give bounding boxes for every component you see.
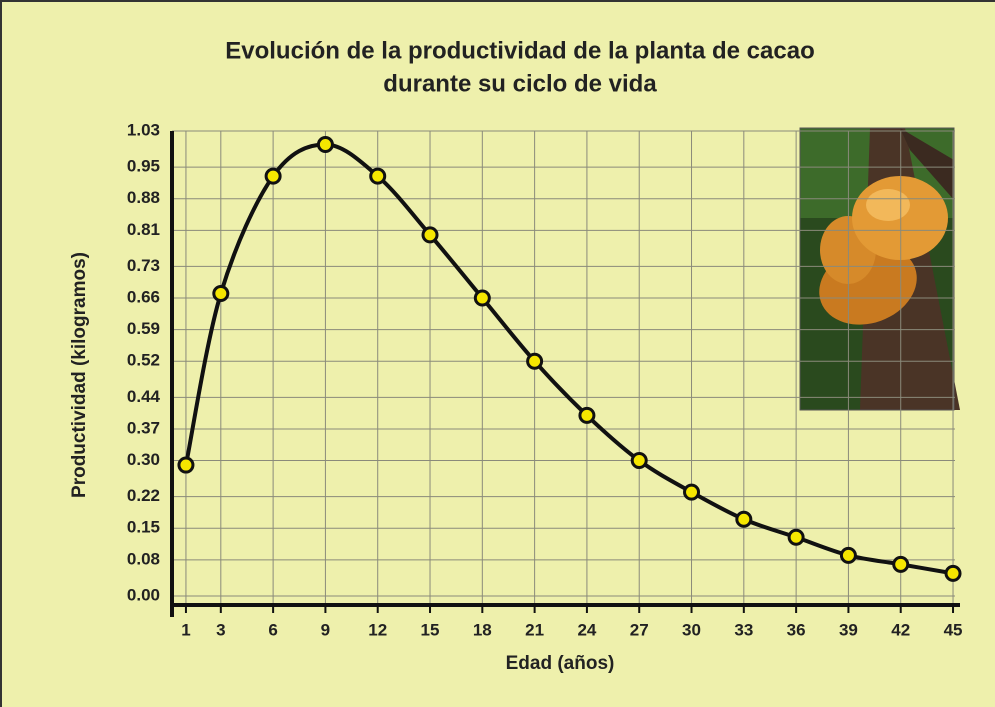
x-tick-label: 1 (181, 620, 190, 639)
y-tick-label: 0.52 (127, 351, 160, 370)
chart-title: durante su ciclo de vida (383, 70, 657, 97)
x-tick-label: 3 (216, 620, 225, 639)
x-tick-label: 36 (787, 620, 806, 639)
y-tick-label: 0.15 (127, 518, 160, 537)
point (789, 530, 803, 544)
x-tick-label: 6 (268, 620, 277, 639)
y-tick-label: 0.59 (127, 319, 160, 338)
x-tick-label: 30 (682, 620, 701, 639)
chart: Evolución de la productividad de la plan… (0, 0, 995, 707)
point (632, 454, 646, 468)
page: {"chart_data": {"type": "line", "title":… (0, 0, 995, 707)
y-tick-label: 0.22 (127, 486, 160, 505)
y-tick-label: 0.95 (127, 157, 160, 176)
x-tick-label: 15 (421, 620, 440, 639)
y-tick-label: 0.37 (127, 418, 160, 437)
point (371, 169, 385, 183)
point (475, 291, 489, 305)
y-tick-label: 1.03 (127, 120, 160, 139)
point (266, 169, 280, 183)
point (528, 354, 542, 368)
x-tick-label: 39 (839, 620, 858, 639)
x-tick-label: 42 (891, 620, 910, 639)
x-tick-label: 24 (577, 620, 596, 639)
point (894, 557, 908, 571)
point (580, 408, 594, 422)
y-tick-label: 0.08 (127, 549, 160, 568)
point (423, 228, 437, 242)
chart-title: Evolución de la productividad de la plan… (225, 37, 814, 64)
point (318, 138, 332, 152)
x-tick-label: 18 (473, 620, 492, 639)
point (685, 485, 699, 499)
x-tick-label: 45 (944, 620, 963, 639)
y-tick-label: 0.30 (127, 450, 160, 469)
x-axis-label: Edad (años) (506, 653, 615, 674)
point (841, 548, 855, 562)
x-tick-label: 9 (321, 620, 330, 639)
y-tick-label: 0.73 (127, 256, 160, 275)
point (946, 566, 960, 580)
x-tick-label: 33 (734, 620, 753, 639)
y-tick-label: 0.88 (127, 188, 160, 207)
y-tick-label: 0.44 (127, 387, 161, 406)
point (214, 287, 228, 301)
y-tick-label: 0.66 (127, 288, 160, 307)
point (179, 458, 193, 472)
x-tick-label: 21 (525, 620, 544, 639)
y-tick-label: 0.00 (127, 585, 160, 604)
x-tick-label: 12 (368, 620, 387, 639)
cacao-photo (800, 128, 960, 410)
point (737, 512, 751, 526)
x-tick-label: 27 (630, 620, 649, 639)
y-tick-label: 0.81 (127, 220, 160, 239)
y-axis-label: Productividad (kilogramos) (69, 252, 90, 498)
